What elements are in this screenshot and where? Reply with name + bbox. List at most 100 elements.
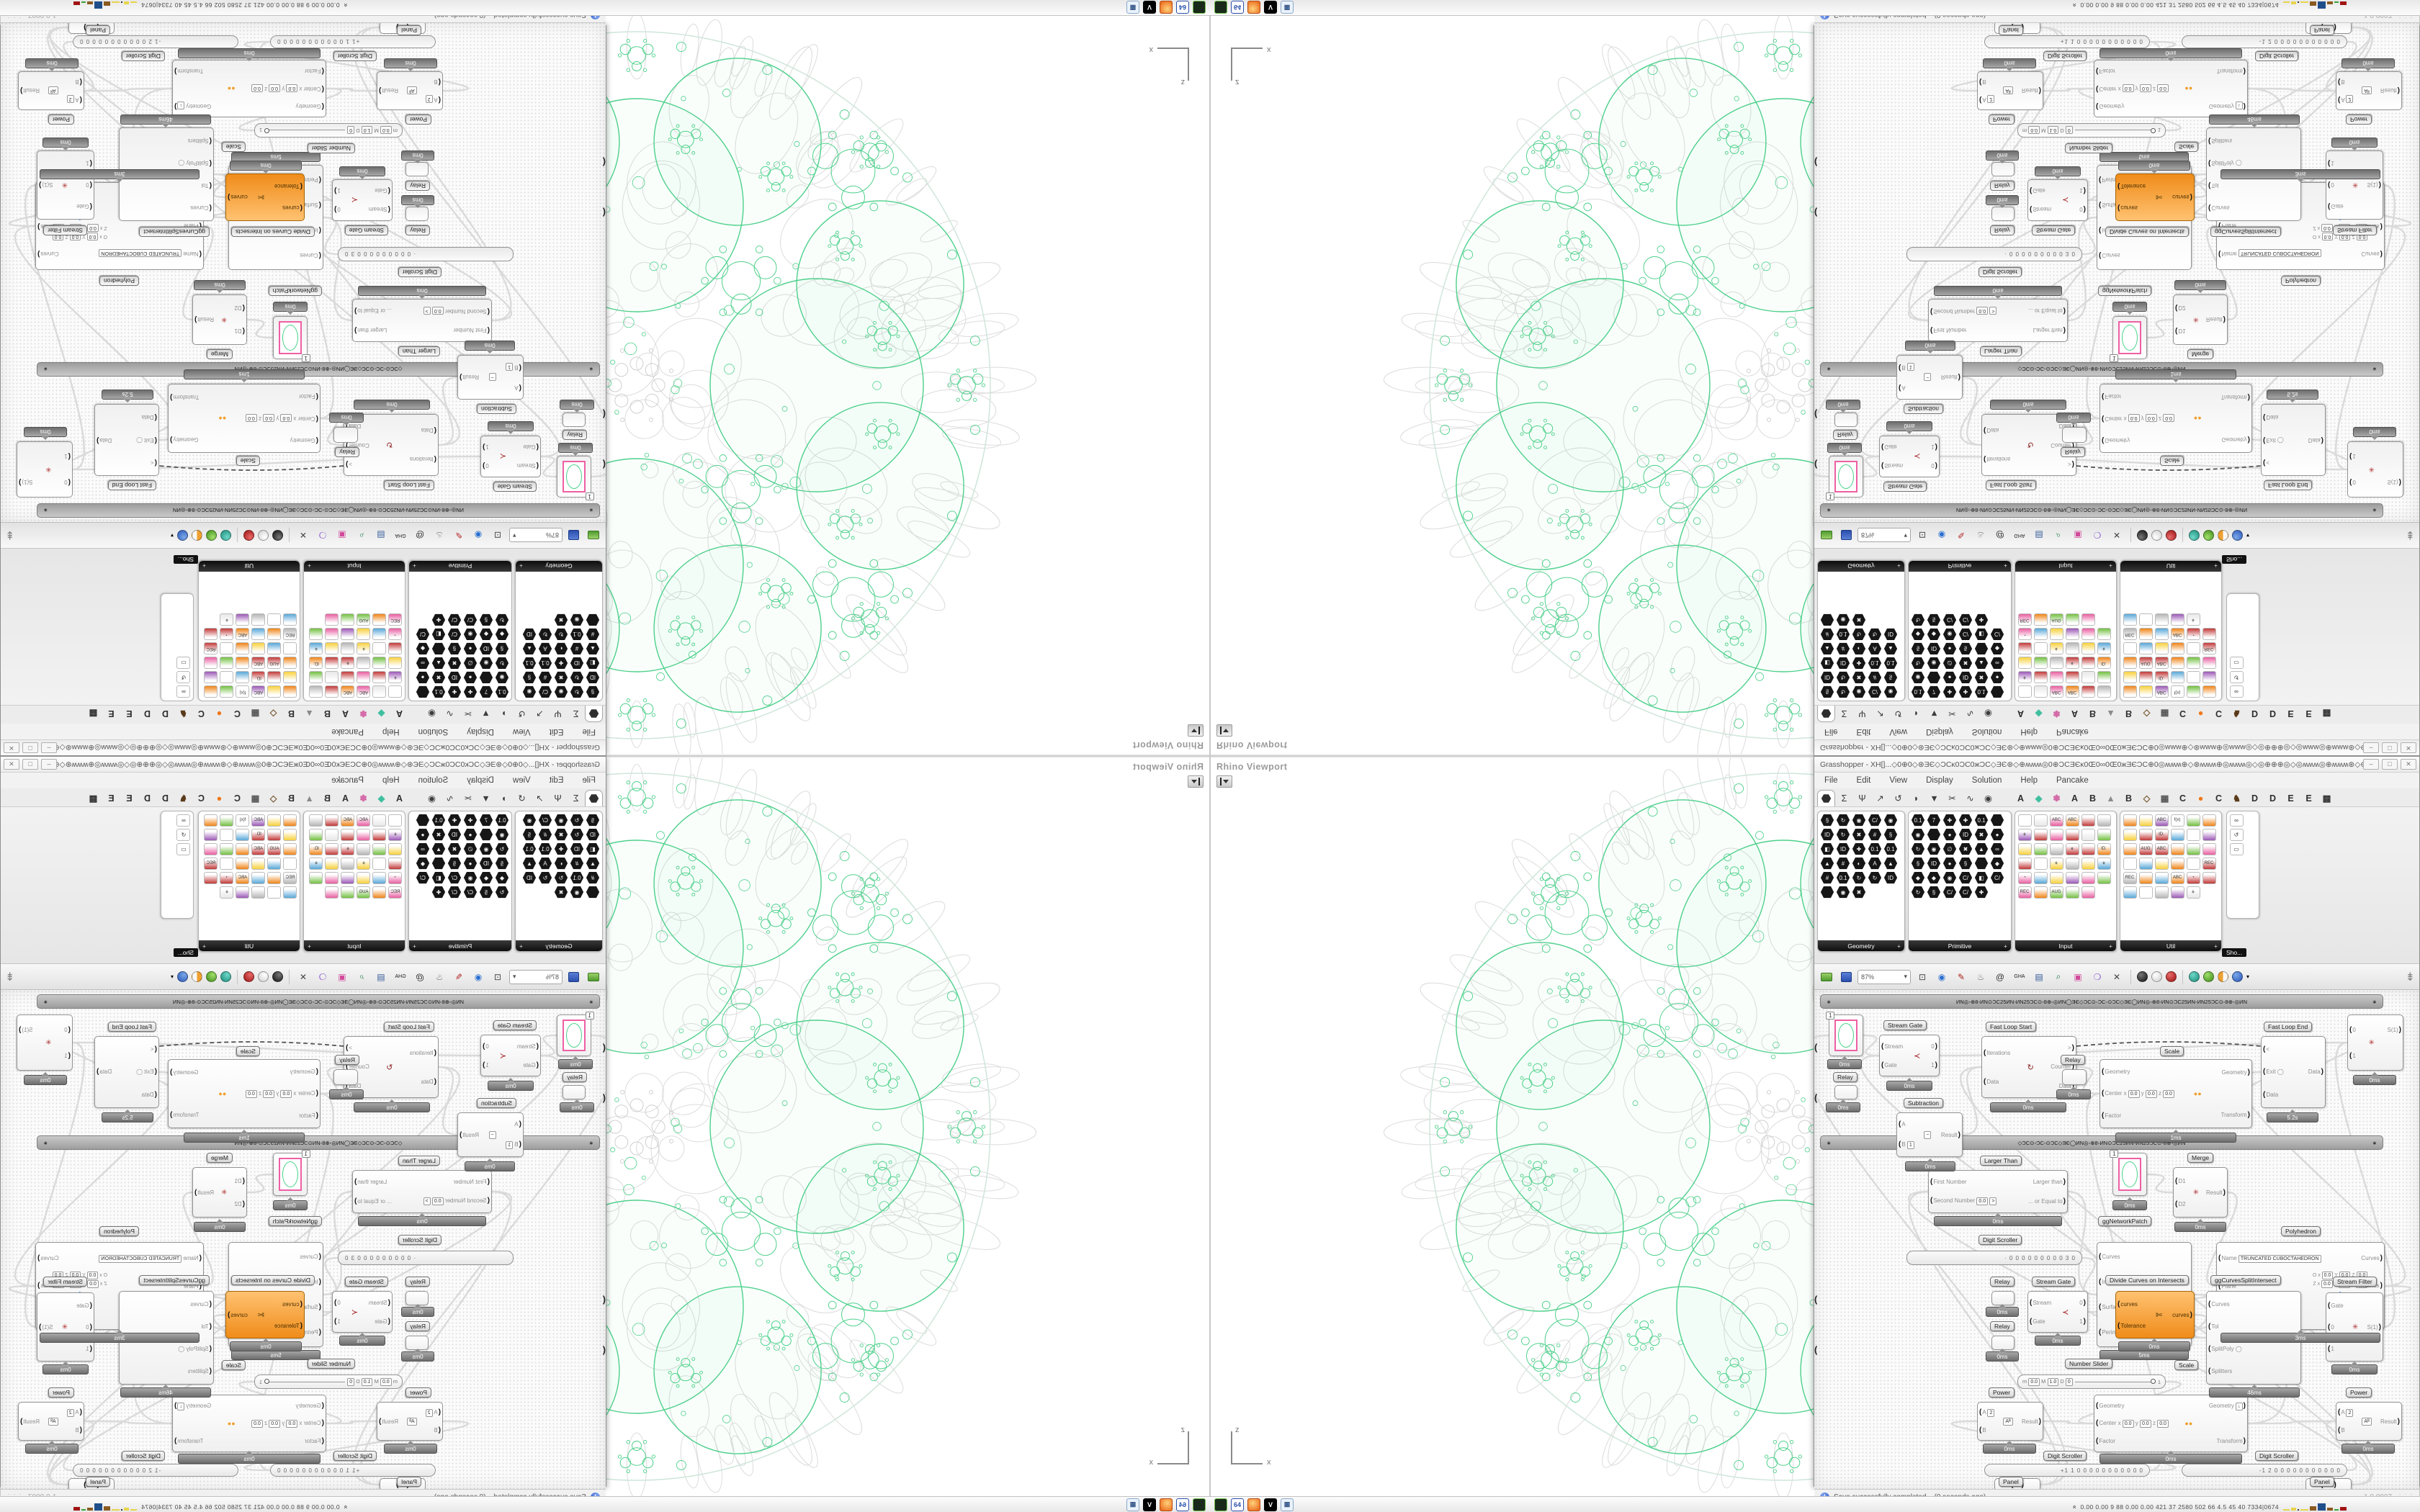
component-icon[interactable] — [2186, 857, 2200, 870]
gh-node-relay-c[interactable] — [333, 427, 358, 443]
component-icon[interactable] — [204, 871, 218, 884]
tab-plugin-D-14[interactable]: D — [143, 793, 151, 804]
component-icon[interactable]: 0.1 — [432, 686, 446, 698]
menu-item-pancake[interactable]: Pancake — [331, 776, 364, 785]
component-icon[interactable] — [2097, 871, 2111, 884]
component-icon[interactable]: ⚘ — [220, 613, 234, 626]
gh-node-merge[interactable]: D1D2✳Result — [192, 294, 247, 345]
toolbar-lamp-icon[interactable]: ♨ — [435, 530, 444, 541]
component-icon[interactable]: ◉ — [464, 872, 478, 884]
menu-item-edit[interactable]: Edit — [1856, 727, 1871, 736]
component-icon[interactable] — [283, 857, 297, 870]
component-icon[interactable]: # — [539, 672, 552, 684]
toolbar-dna-icon[interactable]: ✕ — [2112, 530, 2121, 541]
component-icon[interactable]: ● — [1943, 672, 1957, 684]
component-icon[interactable] — [204, 657, 218, 670]
toolbar-GHA-icon[interactable]: GHA — [395, 974, 406, 979]
component-icon[interactable] — [2065, 871, 2079, 884]
component-icon[interactable] — [357, 628, 371, 641]
toolbar-at-icon[interactable]: @ — [1995, 971, 2005, 982]
component-icon[interactable]: ◆ — [480, 629, 493, 641]
component-icon[interactable] — [357, 671, 371, 684]
tab-transform[interactable]: ∿ — [446, 793, 454, 804]
tab-plugin-D-13[interactable]: D — [2251, 793, 2259, 804]
component-icon[interactable]: ◆ — [1927, 629, 1941, 641]
component-icon[interactable] — [2170, 886, 2184, 899]
tab-params[interactable] — [585, 706, 603, 722]
component-icon[interactable] — [2170, 613, 2184, 626]
component-icon[interactable]: ◧ — [1820, 842, 1834, 855]
save-file-button[interactable] — [566, 528, 582, 544]
gh-node-patch-preview-b[interactable] — [273, 316, 308, 359]
component-icon[interactable]: 0.1 — [523, 657, 537, 670]
toolbar-at-icon[interactable]: @ — [1995, 530, 2005, 541]
component-icon[interactable]: ▲ — [432, 657, 446, 670]
component-icon[interactable]: ⚘ — [2097, 857, 2111, 870]
component-icon[interactable] — [341, 613, 355, 626]
toolbar-giftbox-icon[interactable]: ▣ — [338, 530, 346, 541]
component-icon[interactable]: ID. — [2154, 671, 2169, 684]
component-icon[interactable]: ▲ — [1820, 857, 1834, 870]
component-icon[interactable]: ID — [1883, 871, 1898, 884]
gh-node-relay-a[interactable] — [563, 1085, 586, 1099]
component-icon[interactable]: ↺ — [176, 828, 191, 841]
component-icon[interactable]: C/ — [448, 886, 462, 899]
component-icon[interactable] — [2097, 685, 2111, 698]
menu-item-file[interactable]: File — [582, 727, 596, 736]
gh-node-stream-filter-2[interactable]: Gate01✳S(1) — [2326, 150, 2383, 220]
component-icon[interactable] — [283, 613, 297, 626]
component-icon[interactable]: 7 — [480, 814, 493, 827]
menu-item-solution[interactable]: Solution — [1971, 727, 2002, 736]
component-icon[interactable] — [236, 886, 250, 899]
tab-icon-net[interactable]: ◇ — [2143, 708, 2151, 719]
canvas-group-group-top[interactable]: ∗ ИN◎◦⊕8◦ИN⊙ƆϹ25ИN◦ИN25ƆϹ⊙◦8⊕◦◎ИN◯ƎЄ◇ƆϹ⊙◦… — [1820, 994, 2383, 1009]
tab-mesh[interactable]: ▼ — [1930, 793, 1939, 804]
taskbar-app-firefox-icon[interactable] — [1160, 1, 1173, 14]
gh-node-divide-curves[interactable]: curvesTolerance✄curves — [2115, 1291, 2195, 1338]
menu-item-view[interactable]: View — [512, 776, 531, 785]
component-icon[interactable]: ↻ — [1852, 629, 1866, 641]
component-icon[interactable]: § — [1927, 614, 1941, 626]
component-icon[interactable] — [388, 642, 403, 655]
component-icon[interactable]: REC — [283, 871, 297, 884]
tab-icon-flower[interactable]: ✽ — [359, 793, 367, 804]
component-icon[interactable]: ▲ — [1884, 643, 1898, 655]
preview-gem-halforange-icon[interactable] — [192, 530, 202, 541]
component-icon[interactable] — [480, 672, 493, 684]
tab-vector[interactable]: ↗ — [536, 708, 544, 719]
tab-plugin-A-3[interactable]: A — [341, 793, 349, 804]
component-icon[interactable]: ⚘ — [2065, 657, 2079, 670]
component-icon[interactable]: ◆ — [1990, 857, 2004, 870]
component-icon[interactable] — [204, 828, 218, 841]
component-icon[interactable] — [2138, 886, 2153, 899]
component-icon[interactable]: ◆ — [1991, 643, 2004, 655]
component-icon[interactable]: C/ — [539, 814, 552, 827]
toolbar-frame-icon[interactable]: ⊡ — [1918, 530, 1927, 541]
tab-icon-grid[interactable]: ▦ — [2160, 793, 2169, 804]
component-icon[interactable]: ✚ — [1975, 614, 1989, 626]
tab-icon-net[interactable]: ◇ — [2143, 793, 2151, 804]
menu-item-file[interactable]: File — [1824, 776, 1838, 785]
component-icon[interactable]: # — [539, 829, 552, 841]
component-icon[interactable]: § — [1959, 643, 1973, 655]
tab-icon-mountain[interactable]: ▲ — [2106, 793, 2115, 804]
tab-plugin-B-6[interactable]: B — [2125, 793, 2133, 804]
toolbar-eye-icon[interactable]: ◉ — [474, 530, 483, 541]
open-file-button[interactable] — [586, 969, 601, 985]
component-icon[interactable]: ID — [586, 672, 600, 684]
tab-maths[interactable]: Σ — [1841, 708, 1847, 719]
component-icon[interactable] — [204, 842, 218, 855]
component-icon[interactable]: § — [1927, 886, 1941, 899]
component-icon[interactable]: ↻ — [496, 657, 509, 670]
component-icon[interactable] — [357, 828, 371, 841]
component-icon[interactable] — [2123, 671, 2137, 684]
tab-icon-flower[interactable]: ✽ — [359, 708, 367, 719]
component-icon[interactable]: C/ — [416, 629, 430, 641]
component-icon[interactable]: ID. — [2154, 828, 2169, 841]
component-icon[interactable]: § — [480, 886, 493, 899]
tab-plugin-D-14[interactable]: D — [143, 708, 151, 719]
component-icon[interactable]: 0.1 — [1868, 657, 1882, 670]
tab-plugin-D-13[interactable]: D — [161, 708, 169, 719]
taskbar-app-rhino-icon[interactable]: V — [1143, 1, 1156, 14]
